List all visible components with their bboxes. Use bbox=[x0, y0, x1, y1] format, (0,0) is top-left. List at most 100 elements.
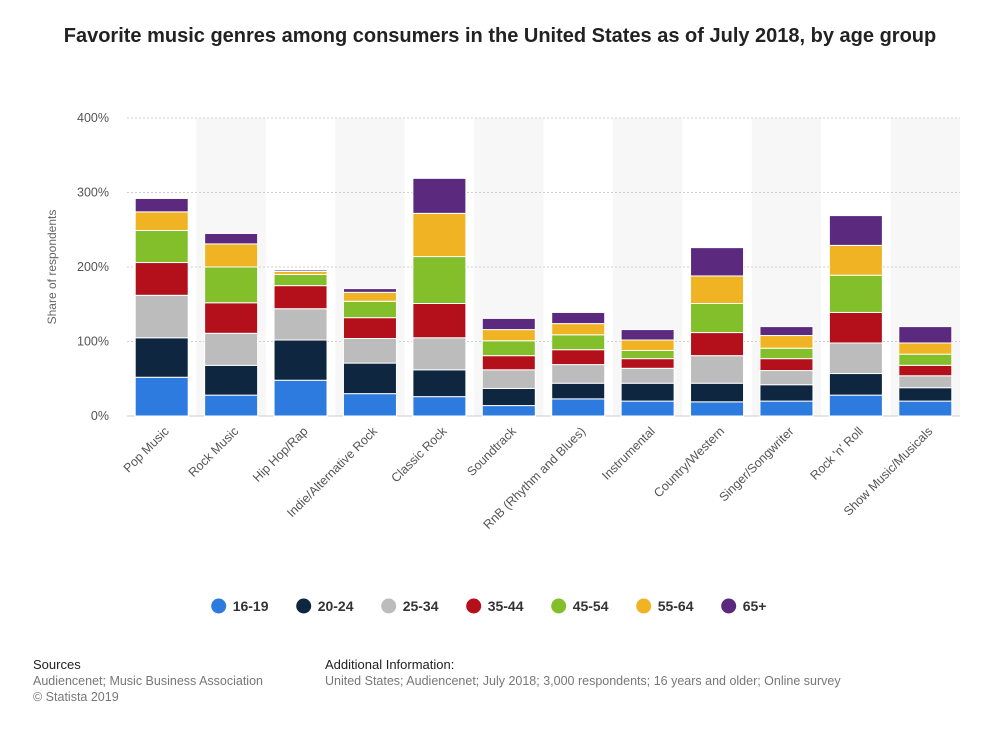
bar-segment bbox=[828, 394, 883, 417]
additional-info-block: Additional Information: United States; A… bbox=[325, 657, 841, 689]
legend-item[interactable]: 20-24 bbox=[296, 598, 354, 614]
bar-segment bbox=[898, 342, 953, 355]
bar-segment bbox=[759, 384, 814, 402]
bar-segment bbox=[481, 369, 536, 389]
bar-segment bbox=[273, 273, 328, 287]
bar-segment bbox=[620, 339, 675, 351]
bar-segment bbox=[342, 338, 397, 364]
bar-segment bbox=[134, 376, 189, 417]
bar-segment bbox=[551, 364, 606, 384]
gridlines bbox=[127, 117, 960, 417]
y-axis-label: Share of respondents bbox=[45, 210, 59, 325]
bar-segment bbox=[690, 247, 745, 277]
bar-segment bbox=[412, 303, 467, 339]
bar-segment bbox=[412, 337, 467, 371]
bar-segment bbox=[551, 334, 606, 351]
bar-segment bbox=[204, 302, 259, 334]
bar-segment bbox=[759, 370, 814, 386]
bar-segment bbox=[134, 229, 189, 264]
bar-segment bbox=[273, 379, 328, 417]
x-tick-label: Rock 'n' Roll bbox=[808, 424, 866, 482]
bar-segment bbox=[759, 358, 814, 372]
legend-item[interactable]: 35-44 bbox=[466, 598, 524, 614]
legend-marker bbox=[466, 598, 482, 614]
y-axis-ticks: 0% 100% 200% 300% 400% bbox=[77, 111, 109, 423]
bar-segment bbox=[204, 364, 259, 396]
y-tick-label: 200% bbox=[77, 260, 109, 274]
bar-segment bbox=[134, 262, 189, 296]
bar-segment bbox=[759, 326, 814, 337]
bar-segment bbox=[273, 339, 328, 381]
bar-segment bbox=[273, 308, 328, 341]
additional-info-heading: Additional Information: bbox=[325, 657, 455, 672]
bar-segment bbox=[620, 329, 675, 341]
legend-item[interactable]: 16-19 bbox=[211, 598, 269, 614]
legend-item[interactable]: 65+ bbox=[721, 598, 766, 614]
legend-label: 65+ bbox=[743, 598, 767, 614]
y-tick-label: 0% bbox=[91, 409, 109, 423]
sources-text: Audiencenet; Music Business Association bbox=[33, 674, 263, 688]
bar-segment bbox=[690, 401, 745, 417]
x-tick-label: Singer/Songwriter bbox=[716, 424, 796, 504]
bar-segment bbox=[551, 323, 606, 336]
legend-label: 35-44 bbox=[488, 598, 524, 614]
y-tick-label: 300% bbox=[77, 186, 109, 200]
additional-info-text: United States; Audiencenet; July 2018; 3… bbox=[325, 674, 841, 688]
bar-segment bbox=[342, 300, 397, 319]
legend-label: 45-54 bbox=[573, 598, 609, 614]
bar-segment bbox=[620, 358, 675, 369]
x-tick-label: Country/Western bbox=[651, 424, 727, 500]
legend-marker bbox=[636, 598, 652, 614]
bar-segment bbox=[481, 340, 536, 357]
bar-segment bbox=[204, 243, 259, 268]
bar-segment bbox=[481, 405, 536, 417]
bar-segment bbox=[620, 349, 675, 360]
bar-segment bbox=[551, 311, 606, 325]
legend-marker bbox=[211, 598, 227, 614]
bar-segment bbox=[412, 396, 467, 417]
bar-segment bbox=[690, 382, 745, 403]
bar-segment bbox=[481, 355, 536, 371]
bar-segment bbox=[481, 387, 536, 407]
bar-segment bbox=[273, 269, 328, 272]
legend-marker bbox=[381, 598, 397, 614]
bar-segment bbox=[412, 369, 467, 398]
bar-segment bbox=[620, 367, 675, 384]
legend-item[interactable]: 45-54 bbox=[551, 598, 609, 614]
legend-marker bbox=[296, 598, 312, 614]
legend-item[interactable]: 25-34 bbox=[381, 598, 439, 614]
bar-segment bbox=[759, 400, 814, 417]
legend-item[interactable]: 55-64 bbox=[636, 598, 694, 614]
bar-segment bbox=[204, 266, 259, 304]
bar-segment bbox=[342, 291, 397, 302]
bar-segment bbox=[551, 398, 606, 417]
sources-heading: Sources bbox=[33, 657, 81, 672]
bar-segment bbox=[134, 294, 189, 339]
bar-segment bbox=[690, 332, 745, 357]
legend-label: 25-34 bbox=[403, 598, 439, 614]
bars bbox=[134, 177, 953, 417]
bar-segment bbox=[898, 375, 953, 389]
bar-segment bbox=[898, 364, 953, 377]
bar-segment bbox=[134, 197, 189, 213]
bar-segment bbox=[828, 274, 883, 313]
bar-segment bbox=[620, 382, 675, 402]
bar-segment bbox=[204, 394, 259, 417]
bar-segment bbox=[342, 362, 397, 395]
bar-segment bbox=[204, 232, 259, 245]
bar-segment bbox=[481, 317, 536, 331]
bar-segment bbox=[412, 212, 467, 258]
bar-segment bbox=[134, 337, 189, 378]
x-tick-label: Rock Music bbox=[186, 424, 242, 480]
x-tick-label: Hip Hop/Rap bbox=[250, 424, 311, 485]
bar-segment bbox=[412, 177, 467, 214]
legend-label: 20-24 bbox=[318, 598, 354, 614]
bar-segment bbox=[828, 311, 883, 344]
bar-segment bbox=[690, 355, 745, 384]
bar-segment bbox=[134, 211, 189, 231]
bar-segment bbox=[898, 400, 953, 417]
bar-segment bbox=[759, 335, 814, 349]
y-tick-label: 400% bbox=[77, 111, 109, 125]
sources-block: Sources Audiencenet; Music Business Asso… bbox=[33, 657, 263, 705]
